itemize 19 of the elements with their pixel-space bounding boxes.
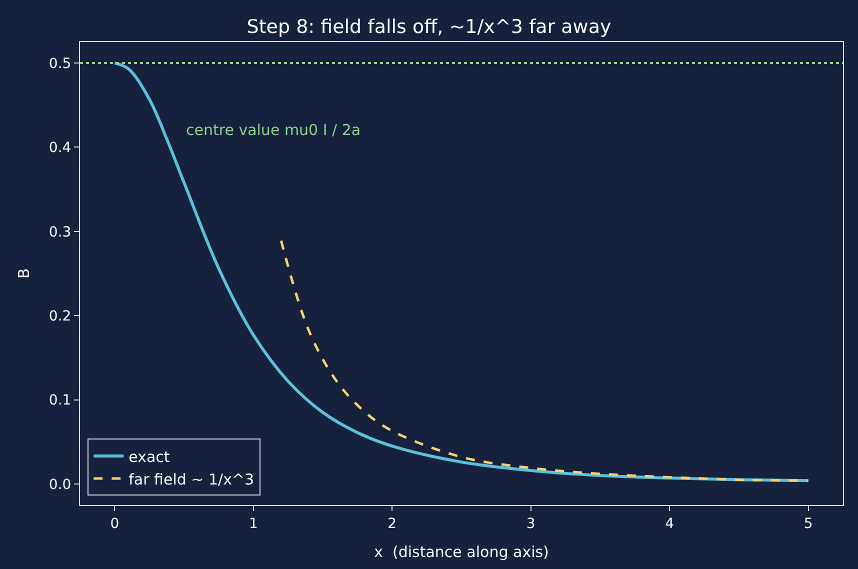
- y-tick-label: 0.1: [48, 392, 72, 409]
- x-tick-label: 5: [804, 516, 813, 532]
- x-tick-label: 2: [388, 516, 397, 532]
- x-tick-label: 0: [110, 516, 120, 532]
- chart-title: Step 8: field falls off, ~1/x^3 far away: [246, 16, 612, 38]
- line-series: [280, 239, 810, 482]
- y-tick-label: 0.2: [48, 308, 72, 324]
- y-tick-label: 0.5: [48, 56, 72, 72]
- y-tick-label: 0.3: [48, 224, 72, 240]
- annotation: centre value mu0 I / 2a: [186, 121, 361, 139]
- y-tick-label: 0.4: [48, 140, 72, 156]
- x-tick-label: 3: [526, 516, 536, 532]
- x-axis-title: x (distance along axis): [374, 542, 549, 561]
- legend-label: far field ~ 1/x^3: [128, 470, 254, 488]
- y-axis-title: B: [15, 268, 34, 279]
- y-tick-label: 0.0: [48, 476, 72, 493]
- x-tick-label: 1: [248, 516, 258, 532]
- legend-label: exact: [128, 448, 170, 466]
- x-tick-label: 4: [665, 516, 674, 532]
